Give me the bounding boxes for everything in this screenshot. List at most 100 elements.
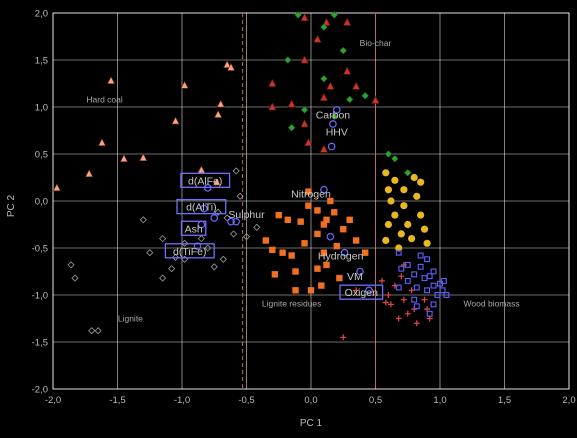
y-tick-label: 0,5 [35, 150, 48, 161]
loading-label-d-tife: d(TiFe) [173, 246, 206, 258]
wood-plus-point [421, 296, 428, 303]
x-tick-label: 0,0 [304, 395, 317, 406]
lignite-point [67, 261, 75, 269]
y-tick-label: -1,5 [32, 338, 48, 349]
loading-label-d-tife-box [164, 243, 215, 259]
lignite-residues-point [320, 221, 328, 228]
x-tick-label: -1,5 [109, 395, 125, 406]
lignite-residues-point [305, 202, 312, 209]
loading-marker [327, 142, 336, 151]
plot-frame [52, 12, 570, 390]
bio-char-yellow-point [423, 239, 431, 247]
bio-char-b-point [300, 105, 309, 114]
tick-labels: -2,0 -1,5 -1,0 -0,5 0,0 0,5 1,0 1,5 2,0 2,0 1,5 1,0… [32, 9, 576, 407]
y-tick-label: -0,5 [32, 244, 48, 255]
lignite-residues-point [279, 249, 286, 256]
wood-square-point [434, 292, 441, 298]
wood-square-point [411, 296, 418, 303]
lignite-point [146, 249, 154, 257]
bio-char-a-point [371, 95, 380, 104]
wood-square-point [417, 252, 424, 259]
x-tick-label: -0,5 [238, 395, 254, 406]
lignite-residues-point [292, 287, 299, 294]
lignite-residues-point [284, 216, 291, 223]
loading-label-hhv: HHV [326, 126, 348, 138]
loading-marker [200, 204, 208, 213]
loading-label-d-alti-box [176, 198, 227, 215]
lignite-residues-point [336, 274, 343, 282]
wood-square-point [426, 273, 433, 280]
lignite-residues-point [340, 226, 347, 233]
wood-plus-point [340, 334, 347, 341]
bio-char-b-point [330, 11, 339, 19]
lignite-residues-point [288, 252, 295, 259]
bio-char-yellow-point [408, 235, 416, 243]
bio-char-b-point [361, 91, 370, 100]
x-tick-label: 0,5 [369, 395, 382, 406]
loading-label-d-alfe-box [180, 172, 231, 188]
hard-coal-point [212, 177, 221, 186]
lignite-point [214, 208, 222, 216]
wood-square-point [395, 284, 402, 291]
bio-char-a-point [300, 119, 309, 128]
hard-coal-point [139, 153, 148, 162]
bio-char-a-point [352, 81, 361, 90]
lignite-point [210, 263, 218, 271]
lignite-point [139, 216, 147, 224]
wood-square-point [417, 263, 424, 270]
lignite-point [181, 239, 189, 247]
wood-square-point [404, 277, 411, 284]
wood-plus-point [400, 296, 407, 303]
loading-marker [356, 267, 364, 276]
wood-plus-point [378, 277, 385, 284]
y-tick-label: 1,5 [35, 56, 48, 67]
wood-plus-point [382, 299, 389, 306]
wood-plus-point [404, 310, 411, 317]
wood-plus-point [387, 301, 394, 308]
bio-char-a-point [319, 144, 328, 153]
lignite-point [253, 223, 261, 231]
hard-coal-point [52, 183, 61, 192]
bio-char-yellow-point [382, 236, 390, 245]
lignite-residues-point [269, 246, 276, 254]
y-tick-label: -1,0 [32, 291, 48, 302]
loading-label-oxigen-box [339, 284, 384, 300]
hard-coal-point [97, 138, 107, 147]
y-tick-label: -2,0 [32, 385, 48, 396]
y-tick-label: 1,0 [35, 103, 48, 114]
lignite-point [94, 327, 102, 335]
bio-char-b-point [390, 154, 399, 163]
region-label: Hard coal [86, 94, 122, 104]
wood-square-point [424, 256, 431, 263]
lignite-point [204, 244, 212, 252]
bio-char-yellow-point [387, 197, 395, 205]
grid-lines [52, 12, 570, 390]
hard-coal-point [214, 109, 223, 118]
loading-label-nitrogen: Nitrogen [291, 188, 331, 200]
hard-coal-point [171, 116, 180, 125]
lignite-point [88, 327, 96, 335]
lignite-residues-point [320, 249, 328, 256]
wood-plus-point [413, 320, 420, 327]
bio-char-a-point [268, 78, 277, 87]
loading-marker [210, 214, 219, 222]
lignite-residues-point [346, 216, 353, 223]
bio-char-yellow-point [404, 220, 412, 229]
lignite-residues-point [307, 287, 315, 294]
lignite-point [171, 253, 180, 261]
x-tick-label: 1,5 [498, 395, 511, 406]
loading-label-oxigen: Oxigen [345, 287, 378, 299]
loading-label-d-alti: d(AlTi) [186, 202, 217, 214]
loading-marker [227, 217, 235, 226]
lignite-point [197, 235, 205, 243]
bio-char-yellow-point [384, 186, 392, 194]
bio-char-b-point [320, 23, 328, 31]
y-axis-label: PC 2 [6, 194, 17, 217]
hard-coal-point [119, 154, 129, 162]
wood-plus-point [408, 287, 415, 294]
bio-char-yellow-point [400, 202, 408, 210]
lignite-point [242, 233, 251, 241]
